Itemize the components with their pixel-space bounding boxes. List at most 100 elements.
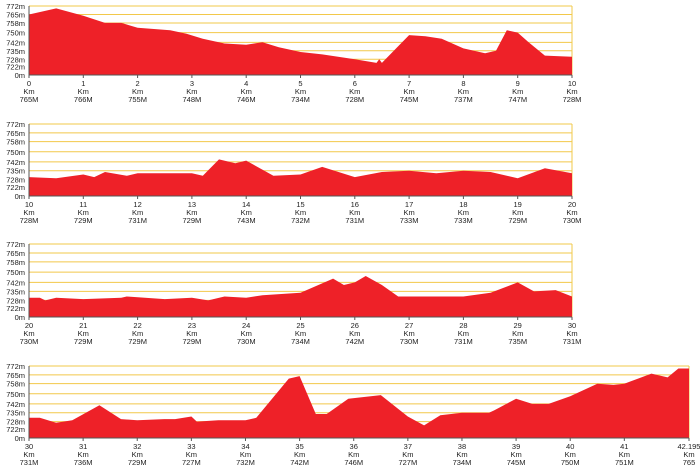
km-unit-label: Km: [132, 87, 143, 96]
km-tick-label: 30: [25, 442, 33, 451]
km-unit-label: Km: [566, 329, 577, 338]
y-tick-label: 765m: [6, 371, 25, 380]
y-tick-label: 772m: [6, 362, 25, 371]
km-unit-label: Km: [512, 329, 523, 338]
km-tick-label: 19: [514, 200, 522, 209]
tick-elevation-label: 729M: [508, 216, 527, 225]
y-tick-label: 735m: [6, 287, 25, 296]
tick-elevation-label: 746M: [237, 95, 256, 104]
km-tick-label: 29: [514, 321, 522, 330]
km-tick-label: 42.195: [678, 442, 700, 451]
km-tick-label: 21: [79, 321, 87, 330]
km-unit-label: Km: [619, 450, 630, 459]
km-tick-label: 7: [407, 79, 411, 88]
km-unit-label: Km: [458, 87, 469, 96]
km-unit-label: Km: [349, 329, 360, 338]
km-tick-label: 9: [516, 79, 520, 88]
km-unit-label: Km: [565, 450, 576, 459]
y-tick-label: 0m: [15, 192, 25, 201]
y-tick-label: 772m: [6, 240, 25, 249]
km-tick-label: 8: [461, 79, 465, 88]
tick-elevation-label: 766M: [74, 95, 93, 104]
y-tick-label: 750m: [6, 29, 25, 38]
km-tick-label: 10: [25, 200, 33, 209]
km-unit-label: Km: [186, 208, 197, 217]
tick-elevation-label: 742M: [345, 337, 364, 346]
y-tick-label: 728m: [6, 55, 25, 64]
km-unit-label: Km: [566, 208, 577, 217]
km-tick-label: 3: [190, 79, 194, 88]
km-tick-label: 36: [350, 442, 358, 451]
y-tick-label: 772m: [6, 2, 25, 11]
y-tick-label: 722m: [6, 304, 25, 313]
tick-elevation-label: 747M: [508, 95, 527, 104]
km-tick-label: 12: [133, 200, 141, 209]
tick-elevation-label: 733M: [454, 216, 473, 225]
km-tick-label: 32: [133, 442, 141, 451]
tick-elevation-label: 729M: [128, 458, 147, 466]
elevation-area: [29, 276, 572, 317]
km-tick-label: 5: [298, 79, 302, 88]
tick-elevation-label: 734M: [453, 458, 472, 466]
tick-elevation-label: 733M: [400, 216, 419, 225]
km-tick-label: 15: [296, 200, 304, 209]
km-tick-label: 20: [568, 200, 576, 209]
km-tick-label: 34: [241, 442, 249, 451]
tick-elevation-label: 727M: [398, 458, 417, 466]
y-tick-label: 750m: [6, 148, 25, 157]
km-unit-label: Km: [78, 208, 89, 217]
y-tick-label: 0m: [15, 313, 25, 322]
km-tick-label: 16: [351, 200, 359, 209]
km-unit-label: Km: [403, 87, 414, 96]
tick-elevation-label: 729M: [183, 216, 202, 225]
km-tick-label: 23: [188, 321, 196, 330]
y-tick-label: 750m: [6, 390, 25, 399]
km-unit-label: Km: [186, 329, 197, 338]
km-unit-label: Km: [78, 329, 89, 338]
tick-elevation-label: 746M: [344, 458, 363, 466]
km-unit-label: Km: [186, 87, 197, 96]
km-unit-label: Km: [78, 87, 89, 96]
y-tick-label: 772m: [6, 120, 25, 129]
km-unit-label: Km: [294, 450, 305, 459]
km-tick-label: 13: [188, 200, 196, 209]
elevation-panel-3: 0m722m728m735m742m750m758m765m772m20Km73…: [6, 240, 581, 346]
tick-elevation-label: 737M: [454, 95, 473, 104]
tick-elevation-label: 731M: [345, 216, 364, 225]
tick-elevation-label: 729M: [128, 337, 147, 346]
km-unit-label: Km: [458, 208, 469, 217]
km-unit-label: Km: [132, 208, 143, 217]
km-unit-label: Km: [348, 450, 359, 459]
tick-elevation-label: 751M: [615, 458, 634, 466]
elevation-area: [29, 8, 572, 75]
km-tick-label: 31: [79, 442, 87, 451]
km-tick-label: 11: [79, 200, 87, 209]
km-tick-label: 41: [620, 442, 628, 451]
y-tick-label: 765m: [6, 249, 25, 258]
tick-elevation-label: 765M: [20, 95, 39, 104]
km-tick-label: 1: [81, 79, 85, 88]
km-unit-label: Km: [512, 208, 523, 217]
km-tick-label: 30: [568, 321, 576, 330]
km-tick-label: 14: [242, 200, 250, 209]
km-tick-label: 39: [512, 442, 520, 451]
km-unit-label: Km: [403, 329, 414, 338]
km-unit-label: Km: [349, 208, 360, 217]
y-tick-label: 735m: [6, 47, 25, 56]
km-unit-label: Km: [456, 450, 467, 459]
tick-elevation-label: 731M: [128, 216, 147, 225]
km-unit-label: Km: [566, 87, 577, 96]
tick-elevation-label: 736M: [74, 458, 93, 466]
tick-elevation-label: 750M: [561, 458, 580, 466]
km-unit-label: Km: [402, 450, 413, 459]
km-tick-label: 26: [351, 321, 359, 330]
km-unit-label: Km: [23, 87, 34, 96]
tick-elevation-label: 730M: [20, 337, 39, 346]
y-tick-label: 765m: [6, 10, 25, 19]
km-unit-label: Km: [132, 450, 143, 459]
tick-elevation-label: 730M: [400, 337, 419, 346]
tick-elevation-label: 728M: [345, 95, 364, 104]
y-tick-label: 728m: [6, 176, 25, 185]
km-unit-label: Km: [240, 450, 251, 459]
